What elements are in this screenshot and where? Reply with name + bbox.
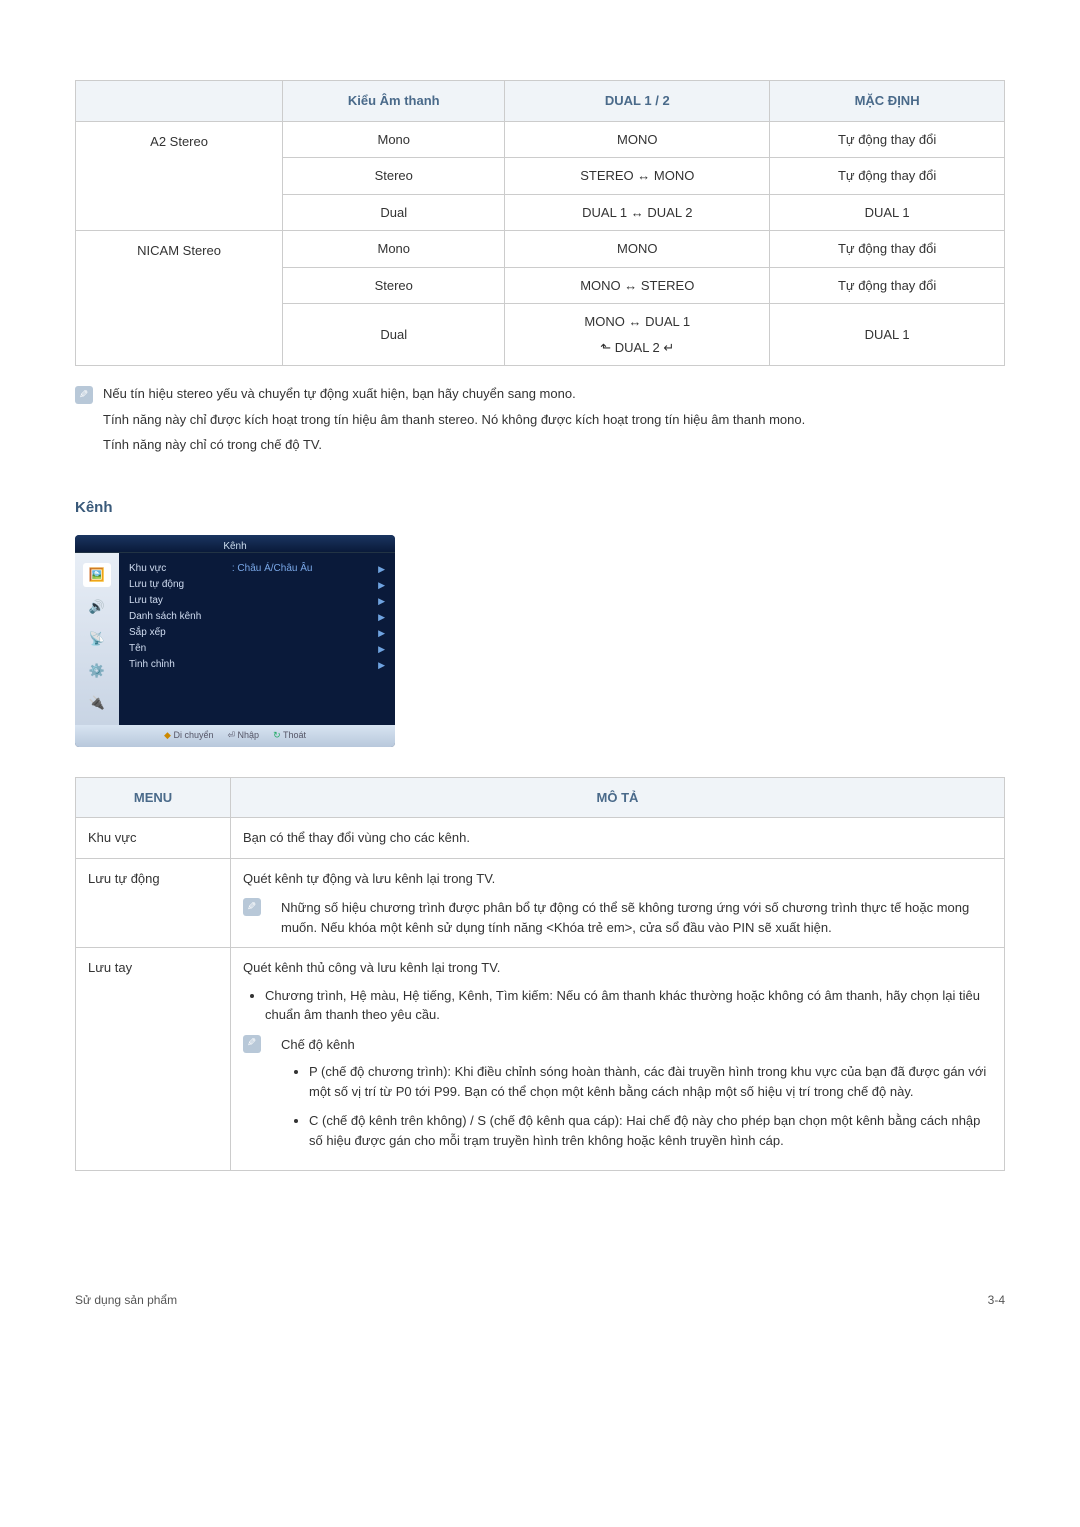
osd-sidebar: 🖼️ 🔊 📡 ⚙️ 🔌 [75, 553, 119, 725]
osd-item-value: : Châu Á/Châu Âu [232, 561, 313, 577]
footer-right: 3-4 [988, 1291, 1005, 1309]
desc-cell: Quét kênh thủ công và lưu kênh lại trong… [231, 948, 1005, 1171]
note-text: Nếu tín hiệu stereo yếu và chuyển tự độn… [103, 384, 805, 461]
menu-description-table: MENU MÔ TẢ Khu vực Bạn có thể thay đổi v… [75, 777, 1005, 1172]
cell-dual: MONO [505, 121, 770, 158]
chevron-right-icon: ▶ [378, 577, 385, 593]
osd-foot-enter: Nhập [238, 730, 260, 740]
cell-type: Stereo [283, 158, 505, 195]
note-line: Tính năng này chỉ được kích hoạt trong t… [103, 410, 805, 430]
osd-channel-menu: Kênh 🖼️ 🔊 📡 ⚙️ 🔌 Khu vực : Châu Á/Châu Âu… [75, 535, 395, 747]
group-a2: A2 Stereo [76, 121, 283, 231]
osd-item-label: Lưu tự động [129, 577, 184, 593]
footer-left: Sử dụng sản phẩm [75, 1291, 177, 1309]
pencil-note-icon [243, 898, 261, 916]
menu-cell: Lưu tay [76, 948, 231, 1171]
sub-bullet: C (chế độ kênh trên không) / S (chế độ k… [309, 1111, 992, 1150]
osd-footer: ◆ Di chuyển ⏎ Nhập ↻ Thoát [75, 725, 395, 747]
desc-lead: Quét kênh thủ công và lưu kênh lại trong… [243, 958, 992, 978]
osd-item-label: Danh sách kênh [129, 609, 201, 625]
chevron-right-icon: ▶ [378, 561, 385, 577]
cell-type: Mono [283, 231, 505, 268]
cell-type: Mono [283, 121, 505, 158]
cell-type: Dual [283, 304, 505, 366]
bullet-item: Chương trình, Hệ màu, Hệ tiếng, Kênh, Tì… [265, 986, 992, 1025]
chevron-right-icon: ▶ [378, 625, 385, 641]
chevron-right-icon: ▶ [378, 657, 385, 673]
cell-dual: MONO ↔ DUAL 1 ⬑ DUAL 2 ↵ [505, 304, 770, 366]
osd-foot-exit: Thoát [283, 730, 306, 740]
pencil-note-icon [243, 1035, 261, 1053]
osd-foot-move: Di chuyển [173, 730, 213, 740]
dual-line1: MONO ↔ DUAL 1 [517, 312, 757, 332]
osd-item-label: Khu vực [129, 561, 166, 577]
desc-cell: Quét kênh tự động và lưu kênh lại trong … [231, 858, 1005, 948]
cell-type: Dual [283, 194, 505, 231]
note-line: Tính năng này chỉ có trong chế độ TV. [103, 435, 805, 455]
cell-dual: MONO [505, 231, 770, 268]
col-menu: MENU [76, 777, 231, 818]
chevron-right-icon: ▶ [378, 609, 385, 625]
menu-cell: Lưu tự động [76, 858, 231, 948]
channel-icon: 📡 [83, 627, 111, 651]
note-block: Nếu tín hiệu stereo yếu và chuyển tự độn… [75, 384, 1005, 461]
sound-icon: 🔊 [83, 595, 111, 619]
desc-note: Những số hiệu chương trình được phân bổ … [281, 898, 992, 937]
note-line: Nếu tín hiệu stereo yếu và chuyển tự độn… [103, 384, 805, 404]
col-audio-type: Kiểu Âm thanh [283, 81, 505, 122]
section-header-kenh: Kênh [75, 497, 1005, 520]
audio-type-table: Kiểu Âm thanh DUAL 1 / 2 MẶC ĐỊNH A2 Ste… [75, 80, 1005, 366]
col-dual: DUAL 1 / 2 [505, 81, 770, 122]
cell-default: Tự động thay đổi [770, 267, 1005, 304]
osd-item-label: Tên [129, 641, 146, 657]
cell-default: Tự động thay đổi [770, 121, 1005, 158]
menu-cell: Khu vực [76, 818, 231, 859]
col-blank [76, 81, 283, 122]
osd-title: Kênh [75, 535, 395, 553]
cell-default: Tự động thay đổi [770, 158, 1005, 195]
cell-dual: STEREO ↔ MONO [505, 158, 770, 195]
note-title: Chế độ kênh [281, 1035, 992, 1055]
osd-main: Khu vực : Châu Á/Châu Âu ▶ Lưu tự động ▶ Lư… [119, 553, 395, 725]
page-footer: Sử dụng sản phẩm 3-4 [75, 1291, 1005, 1309]
desc-lead: Quét kênh tự động và lưu kênh lại trong … [243, 869, 992, 889]
dual-line2: ⬑ DUAL 2 ↵ [517, 338, 757, 358]
cell-dual: DUAL 1 ↔ DUAL 2 [505, 194, 770, 231]
osd-item-label: Tinh chỉnh [129, 657, 175, 673]
sub-bullet: P (chế độ chương trình): Khi điều chỉnh … [309, 1062, 992, 1101]
cell-default: DUAL 1 [770, 304, 1005, 366]
cell-dual: MONO ↔ STEREO [505, 267, 770, 304]
input-icon: 🔌 [83, 691, 111, 715]
osd-item-label: Lưu tay [129, 593, 163, 609]
setup-icon: ⚙️ [83, 659, 111, 683]
chevron-right-icon: ▶ [378, 641, 385, 657]
col-default: MẶC ĐỊNH [770, 81, 1005, 122]
cell-default: Tự động thay đổi [770, 231, 1005, 268]
cell-default: DUAL 1 [770, 194, 1005, 231]
cell-type: Stereo [283, 267, 505, 304]
pencil-note-icon [75, 386, 93, 404]
group-nicam: NICAM Stereo [76, 231, 283, 366]
chevron-right-icon: ▶ [378, 593, 385, 609]
picture-icon: 🖼️ [83, 563, 111, 587]
osd-item-label: Sắp xếp [129, 625, 166, 641]
desc-cell: Bạn có thể thay đổi vùng cho các kênh. [231, 818, 1005, 859]
col-desc: MÔ TẢ [231, 777, 1005, 818]
